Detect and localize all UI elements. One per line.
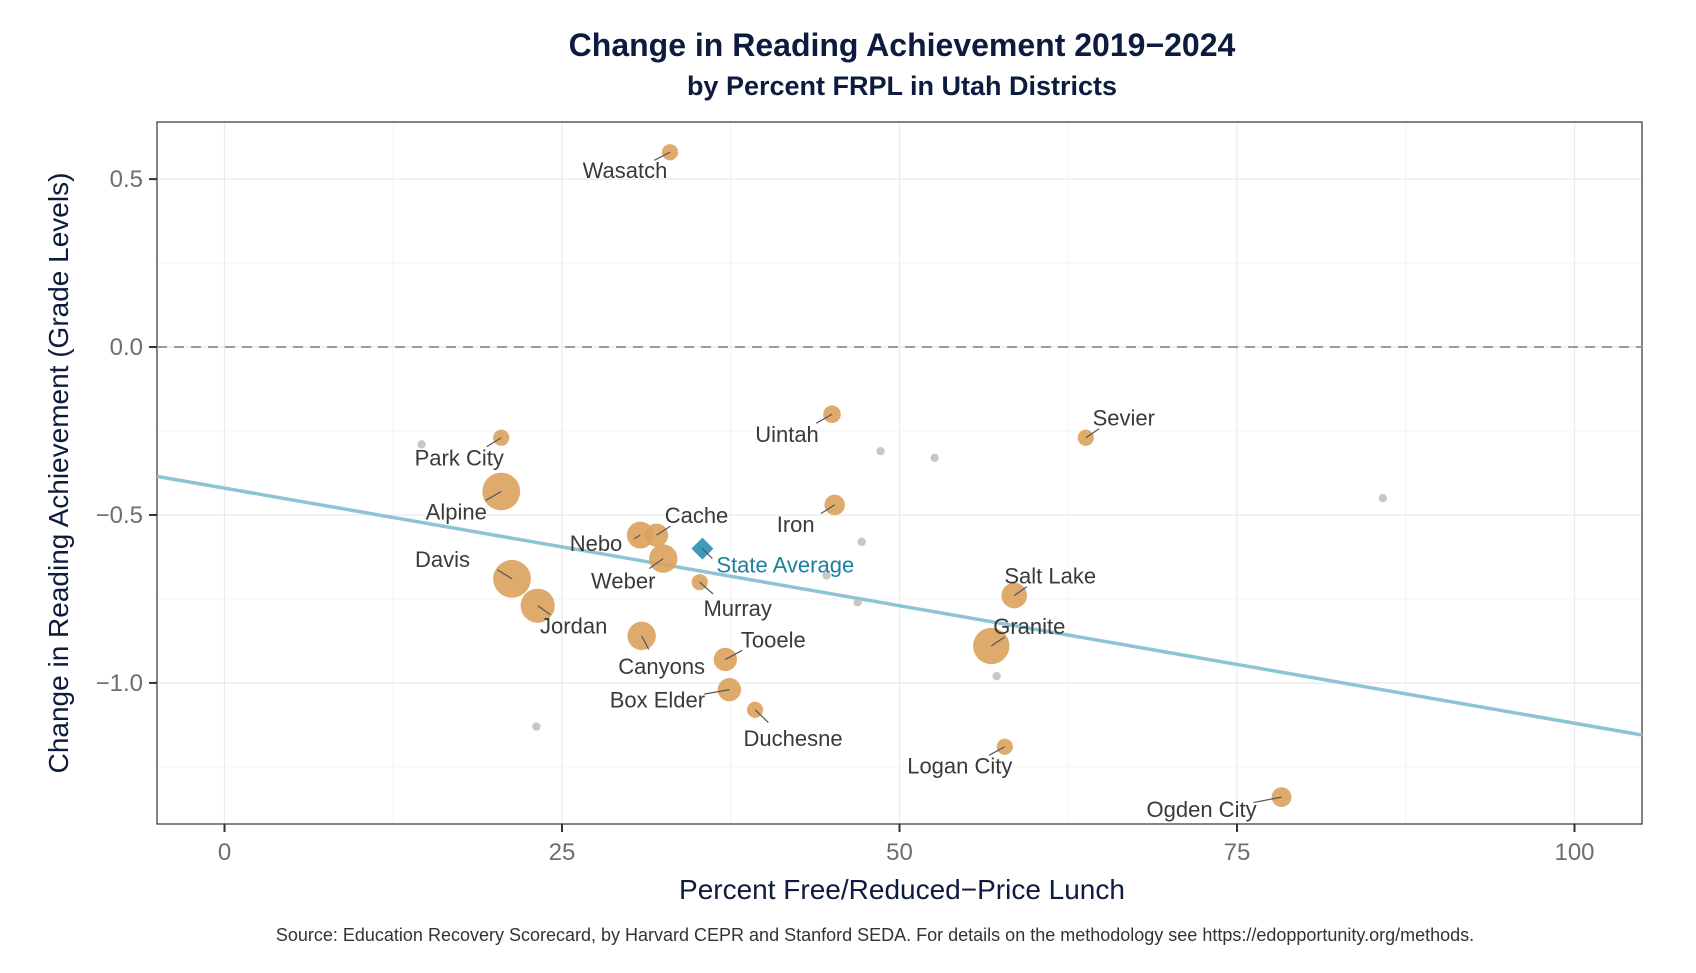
label-leader-line (754, 709, 769, 723)
chart-title: Change in Reading Achievement 2019−2024 (569, 27, 1236, 63)
label-leader-line (820, 504, 836, 514)
x-tick-label: 75 (1224, 839, 1251, 866)
plot-panel: 0 25 50 75 100 0.5 0.0 −0.5 −1.0 Wasatch Park City… (96, 121, 1643, 866)
label-leader-line (701, 548, 713, 559)
x-tick-label: 50 (886, 839, 913, 866)
district-label: Murray (703, 596, 771, 621)
y-tick-label: 0.5 (110, 166, 143, 193)
district-label: Davis (415, 547, 470, 572)
label-leader-line (641, 635, 650, 650)
label-leader-line (815, 413, 833, 424)
unlabeled-district-point (992, 672, 1001, 681)
x-tick-label: 100 (1554, 839, 1594, 866)
district-label: Wasatch (583, 158, 668, 183)
label-leader-line (497, 569, 513, 580)
unlabeled-district-point (532, 722, 541, 731)
district-label: Duchesne (744, 726, 843, 751)
unlabeled-district-point (1378, 493, 1388, 503)
district-label: Granite (993, 614, 1065, 639)
state-average-label: State Average (716, 553, 854, 578)
unlabeled-district-point (930, 453, 939, 463)
district-point (1271, 787, 1292, 808)
unlabeled-district-point (853, 598, 862, 607)
unlabeled-district-point (822, 571, 831, 580)
label-leader-line (537, 605, 551, 616)
trend-line (156, 474, 1643, 737)
district-point (661, 144, 679, 161)
district-label: Nebo (570, 531, 623, 556)
label-leader-line (653, 151, 671, 161)
label-leader-line (1013, 586, 1028, 597)
label-leader-line (725, 649, 743, 660)
label-leader-line (485, 490, 502, 501)
chart-subtitle: by Percent FRPL in Utah Districts (687, 71, 1117, 101)
unlabeled-district-point (417, 440, 426, 449)
label-leader-line (486, 437, 502, 448)
label-leader-line (699, 581, 714, 595)
label-leader-line (990, 636, 1005, 647)
y-axis-title: Change in Reading Achievement (Grade Lev… (43, 173, 74, 774)
label-leader-line (656, 525, 671, 536)
unlabeled-district-point (857, 537, 866, 547)
district-label: Box Elder (610, 688, 705, 713)
district-label: Salt Lake (1004, 564, 1096, 589)
source-caption: Source: Education Recovery Scorecard, by… (276, 925, 1474, 945)
x-axis-title: Percent Free/Reduced−Price Lunch (679, 874, 1125, 905)
district-point (996, 738, 1013, 755)
y-tick-label: 0.0 (110, 334, 143, 361)
district-label: Weber (591, 569, 655, 594)
district-label: Logan City (907, 754, 1012, 779)
district-label: Park City (415, 446, 504, 471)
label-leader-line (704, 689, 730, 695)
district-label: Canyons (618, 654, 705, 679)
x-tick-label: 25 (549, 839, 576, 866)
unlabeled-district-point (876, 446, 885, 456)
label-leader-line (988, 746, 1006, 756)
label-leader-line (1085, 428, 1100, 439)
district-label: Uintah (755, 422, 819, 447)
district-label: Iron (777, 512, 815, 537)
district-label: Alpine (426, 499, 487, 524)
district-label: Cache (665, 503, 729, 528)
label-leader-line (633, 534, 641, 540)
district-label: Tooele (741, 627, 806, 652)
district-point (824, 494, 845, 516)
label-leader-line (1253, 796, 1282, 804)
district-label: Jordan (540, 614, 607, 639)
label-leader-line (648, 558, 664, 570)
y-tick-label: −0.5 (96, 502, 143, 529)
district-label: Sevier (1093, 406, 1155, 431)
y-tick-label: −1.0 (96, 670, 143, 697)
x-tick-label: 0 (218, 839, 231, 866)
district-label: Ogden City (1147, 797, 1257, 822)
